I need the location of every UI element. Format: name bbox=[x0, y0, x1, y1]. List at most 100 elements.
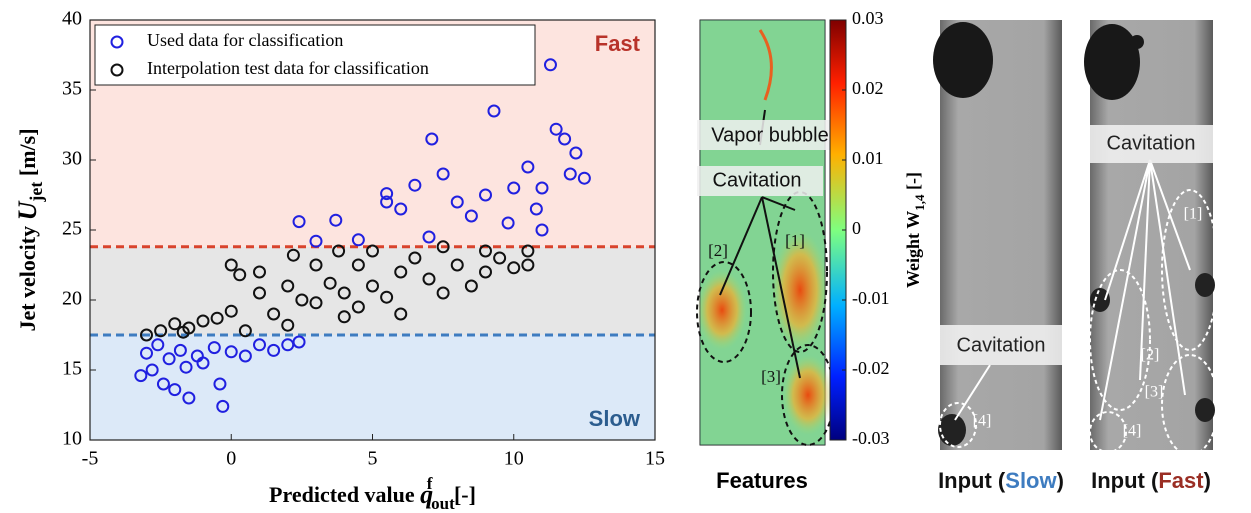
legend-box bbox=[94, 24, 536, 86]
data-point bbox=[351, 300, 365, 314]
data-point bbox=[558, 132, 572, 146]
x-tick-label: -5 bbox=[82, 448, 99, 470]
data-point bbox=[479, 244, 492, 258]
annotation: [1] bbox=[785, 231, 805, 250]
label-part: f bbox=[427, 474, 433, 493]
data-point bbox=[521, 160, 535, 174]
data-point bbox=[507, 261, 521, 275]
annotation: [4] bbox=[973, 413, 992, 430]
data-point bbox=[337, 286, 351, 300]
annotation: [1] bbox=[1184, 206, 1203, 223]
colorbar-tick-label: -0.03 bbox=[852, 428, 890, 448]
data-point bbox=[238, 324, 252, 338]
data-point bbox=[281, 279, 295, 293]
caption-part: ) bbox=[1204, 468, 1211, 493]
data-point bbox=[329, 213, 343, 227]
data-point bbox=[337, 310, 351, 324]
data-point bbox=[168, 383, 182, 397]
data-point bbox=[394, 202, 408, 216]
data-point bbox=[196, 314, 210, 328]
photo-slow bbox=[933, 20, 1062, 450]
label-part: Jet velocity bbox=[15, 220, 40, 331]
data-point bbox=[422, 230, 436, 244]
label-part: q bbox=[420, 480, 433, 509]
data-point bbox=[295, 293, 309, 307]
data-point bbox=[464, 279, 478, 293]
colorbar-tick-label: 0.02 bbox=[852, 78, 884, 98]
data-point bbox=[140, 346, 153, 360]
data-point bbox=[286, 248, 300, 262]
data-point bbox=[224, 345, 238, 359]
data-point bbox=[563, 167, 577, 181]
data-point bbox=[309, 234, 323, 248]
colorbar-tick-label: 0 bbox=[852, 218, 861, 238]
x-axis-label: Predicted value qoutf [-] bbox=[269, 474, 476, 513]
label-part: jet bbox=[26, 182, 46, 203]
data-point bbox=[253, 286, 266, 300]
y-tick-label: 35 bbox=[62, 78, 82, 100]
data-point bbox=[535, 181, 549, 195]
data-point bbox=[173, 343, 187, 357]
data-point bbox=[436, 167, 450, 181]
data-point bbox=[408, 178, 422, 192]
data-point bbox=[569, 146, 583, 160]
data-point bbox=[501, 216, 515, 230]
data-point bbox=[507, 181, 521, 195]
data-point bbox=[380, 187, 394, 201]
data-point bbox=[196, 356, 210, 370]
annotation: [2] bbox=[708, 241, 728, 260]
label-part: U bbox=[13, 200, 42, 220]
label-part: Weight W bbox=[903, 211, 923, 288]
data-point bbox=[521, 258, 535, 272]
data-point bbox=[156, 377, 170, 391]
annotation: Cavitation bbox=[957, 334, 1046, 356]
data-point bbox=[253, 265, 266, 279]
data-point bbox=[179, 360, 193, 374]
data-point bbox=[479, 265, 492, 279]
x-tick-label: 10 bbox=[504, 448, 524, 470]
annotation: [3] bbox=[761, 367, 781, 386]
annotation: Cavitation bbox=[1107, 132, 1196, 154]
data-point bbox=[151, 338, 165, 352]
data-point bbox=[529, 202, 543, 216]
label-part: 1,4 bbox=[912, 194, 927, 211]
data-point bbox=[140, 328, 153, 342]
data-point bbox=[577, 171, 591, 185]
data-point bbox=[366, 244, 379, 258]
photo-fast bbox=[1084, 20, 1219, 456]
y-tick-label: 40 bbox=[62, 8, 82, 30]
data-point bbox=[210, 311, 224, 325]
data-point bbox=[543, 58, 557, 72]
data-point bbox=[394, 265, 408, 279]
legend-label: Used data for classification bbox=[147, 30, 343, 50]
y-tick-label: 15 bbox=[62, 358, 82, 380]
feature-map bbox=[696, 19, 843, 446]
data-point bbox=[436, 240, 450, 254]
label-part: Predicted value bbox=[269, 482, 420, 507]
annotation: Vapor bubble bbox=[711, 124, 829, 146]
data-point bbox=[493, 251, 507, 265]
data-point bbox=[154, 324, 168, 338]
data-point bbox=[366, 279, 379, 293]
caption-part: Slow bbox=[1005, 468, 1057, 493]
y-tick-label: 25 bbox=[62, 218, 82, 240]
label-part: [m/s] bbox=[15, 128, 40, 181]
legend: Used data for classification Interpolatio… bbox=[94, 24, 536, 86]
panel-caption: Input (Fast) bbox=[1091, 468, 1211, 493]
data-point bbox=[309, 296, 323, 310]
data-point bbox=[351, 233, 365, 247]
region-label: Fast bbox=[595, 31, 641, 56]
caption-part: Input ( bbox=[1091, 468, 1159, 493]
data-point bbox=[213, 377, 227, 391]
panel-caption: Features bbox=[716, 468, 808, 493]
data-point bbox=[535, 223, 549, 237]
data-point bbox=[309, 258, 323, 272]
data-point bbox=[487, 104, 501, 118]
colorbar-label: Weight W1,4 [-] bbox=[903, 172, 927, 288]
data-point bbox=[292, 335, 306, 349]
data-point bbox=[450, 195, 464, 209]
panel-caption: Input (Slow) bbox=[938, 468, 1064, 493]
x-tick-label: 15 bbox=[645, 448, 665, 470]
y-tick-label: 10 bbox=[62, 428, 82, 450]
data-point bbox=[238, 349, 252, 363]
